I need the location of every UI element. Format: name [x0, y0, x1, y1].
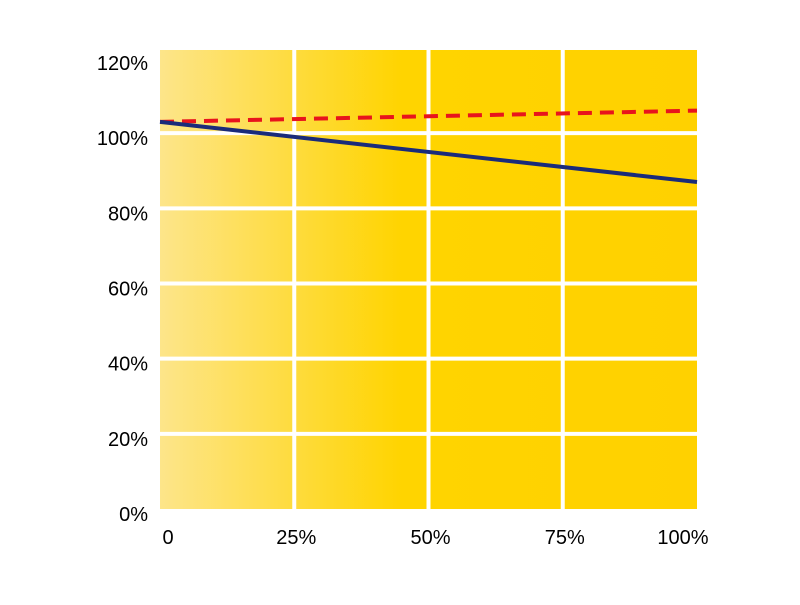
x-tick-label: 100% [657, 527, 708, 549]
series-line-solid [159, 119, 698, 185]
x-tick-label: 75% [545, 527, 585, 549]
y-tick-label: 20% [108, 429, 148, 451]
y-tick-label: 40% [108, 354, 148, 376]
y-axis: 0% 20% 40% 60% 80% 100% 120% [97, 53, 148, 526]
series-line-dashed [159, 108, 698, 124]
y-tick-label: 80% [108, 203, 148, 225]
y-tick-label: 0% [119, 504, 148, 526]
x-tick-label: 25% [276, 527, 316, 549]
y-tick-label: 60% [108, 279, 148, 301]
x-tick-label: 50% [410, 527, 450, 549]
x-axis: 0 25% 50% 75% 100% [162, 527, 708, 549]
y-tick-label: 120% [97, 53, 148, 75]
x-tick-label: 0 [162, 527, 173, 549]
grid [160, 50, 697, 509]
y-tick-label: 100% [97, 128, 148, 150]
series-group [159, 108, 698, 185]
